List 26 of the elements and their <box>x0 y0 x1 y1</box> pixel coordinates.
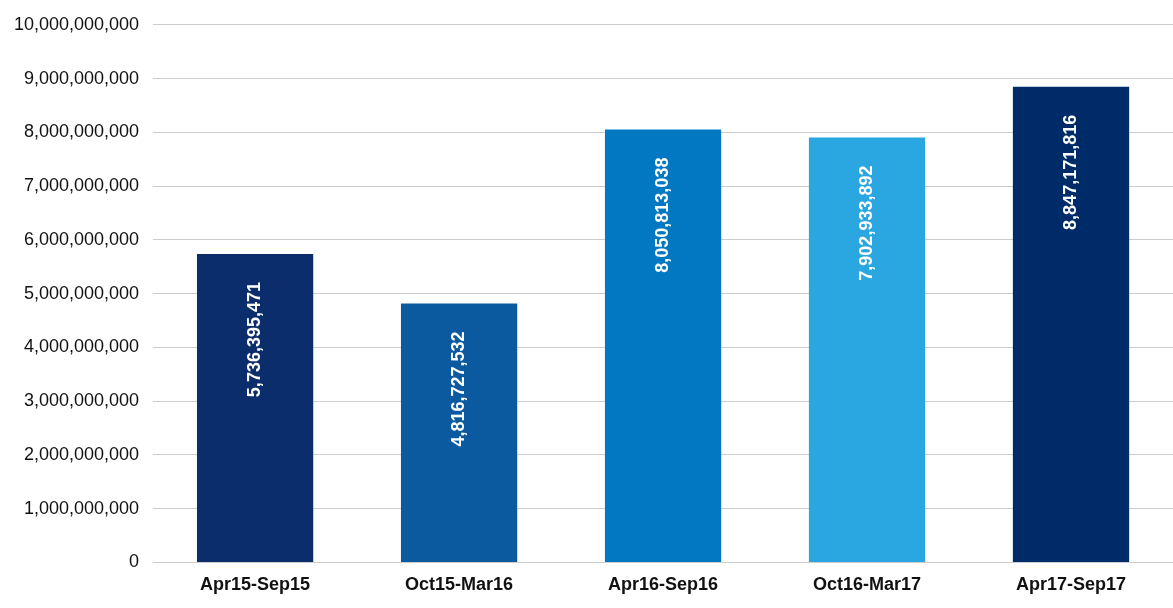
bar <box>400 303 518 562</box>
y-tick-label: 10,000,000,000 <box>14 13 140 34</box>
x-tick-label: Apr17-Sep17 <box>1015 574 1127 595</box>
bar <box>1012 86 1130 562</box>
y-tick-label: 4,000,000,000 <box>24 336 140 357</box>
x-tick-label: Apr16-Sep16 <box>608 574 719 595</box>
y-tick-label: 0 <box>129 551 140 572</box>
bar <box>604 129 722 562</box>
data-label: 4,816,727,532 <box>448 331 469 447</box>
data-label: 7,902,933,892 <box>856 165 877 281</box>
x-tick-label: Oct16-Mar17 <box>813 574 922 595</box>
y-tick-label: 5,000,000,000 <box>24 282 140 303</box>
y-tick-label: 3,000,000,000 <box>24 390 140 411</box>
y-tick-label: 1,000,000,000 <box>24 497 140 518</box>
data-label: 8,050,813,038 <box>652 157 673 273</box>
x-tick-label: Oct15-Mar16 <box>405 574 514 595</box>
x-tick-label: Apr15-Sep15 <box>200 574 311 595</box>
y-tick-label: 9,000,000,000 <box>24 67 140 88</box>
y-tick-label: 6,000,000,000 <box>24 228 140 249</box>
y-tick-label: 2,000,000,000 <box>24 443 140 464</box>
bar <box>808 137 926 562</box>
data-label: 5,736,395,471 <box>244 282 265 398</box>
bar <box>196 254 314 562</box>
data-label: 8,847,171,816 <box>1059 114 1080 230</box>
y-tick-label: 7,000,000,000 <box>24 175 140 196</box>
y-tick-label: 8,000,000,000 <box>24 121 140 142</box>
